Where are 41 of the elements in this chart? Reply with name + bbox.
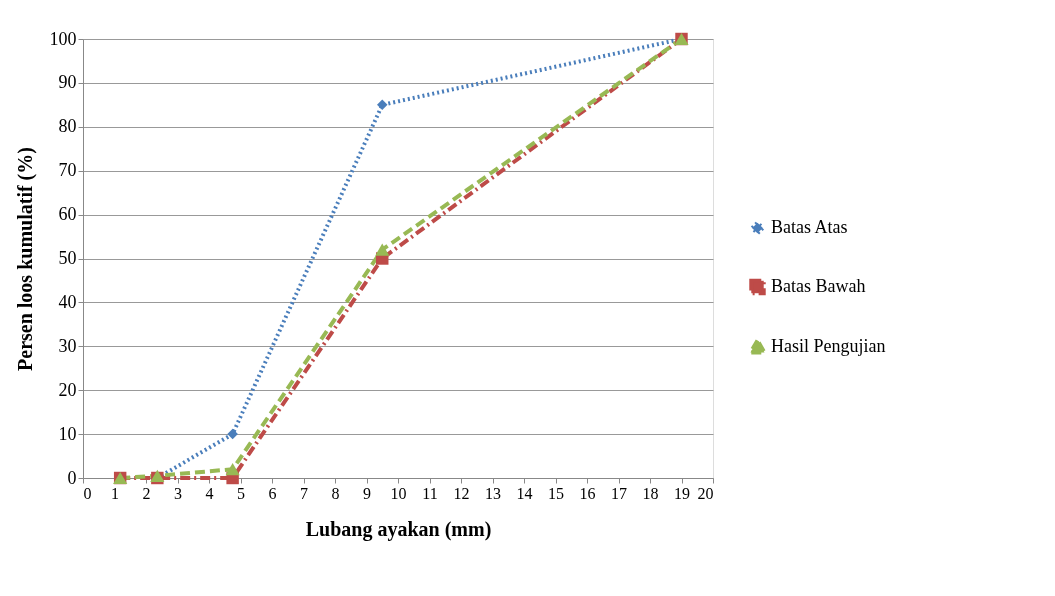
x-tick-label: 12 bbox=[453, 484, 470, 502]
x-tick-label: 14 bbox=[516, 484, 533, 502]
legend-label: Batas Bawah bbox=[771, 276, 866, 296]
y-tick-label: 10 bbox=[58, 423, 77, 444]
y-tick-label: 0 bbox=[67, 467, 77, 488]
point bbox=[377, 99, 388, 111]
x-tick-label: 18 bbox=[642, 484, 659, 502]
x-tick-label: 11 bbox=[422, 484, 438, 502]
x-tick-label: 2 bbox=[142, 484, 151, 502]
y-tick-label: 60 bbox=[58, 204, 77, 225]
x-tick-label: 19 bbox=[674, 484, 690, 502]
y-tick-label: 40 bbox=[58, 291, 77, 312]
x-tick-label: 5 bbox=[237, 484, 245, 502]
x-tick-label: 1 bbox=[111, 484, 119, 502]
x-tick-label: 15 bbox=[548, 484, 564, 502]
y-tick-label: 100 bbox=[49, 28, 77, 49]
x-tick-label: 7 bbox=[300, 484, 308, 502]
y-axis-title: Persen loos kumulatif (%) bbox=[13, 147, 37, 371]
x-tick-label: 8 bbox=[331, 484, 340, 502]
legend-label: Batas Atas bbox=[771, 217, 848, 237]
point bbox=[375, 243, 390, 256]
x-tick-label: 10 bbox=[390, 484, 407, 502]
y-tick-label: 70 bbox=[58, 160, 77, 181]
x-tick-label: 13 bbox=[485, 484, 501, 502]
x-tick-label: 17 bbox=[611, 484, 627, 502]
legend-label: Hasil Pengujian bbox=[771, 335, 886, 356]
x-tick-label: 3 bbox=[174, 484, 182, 502]
point bbox=[225, 463, 240, 476]
point bbox=[227, 428, 238, 440]
x-axis-title: Lubang ayakan (mm) bbox=[305, 517, 492, 541]
x-tick-label: 16 bbox=[579, 484, 596, 502]
x-tick-label: 0 bbox=[83, 484, 92, 502]
y-tick-label: 80 bbox=[58, 116, 77, 137]
y-tick-label: 30 bbox=[58, 335, 77, 356]
y-tick-label: 50 bbox=[58, 248, 77, 268]
y-tick-label: 90 bbox=[58, 72, 77, 93]
x-tick-label: 4 bbox=[205, 484, 214, 502]
x-tick-label: 6 bbox=[268, 484, 277, 502]
x-tick-label: 20 bbox=[697, 484, 714, 502]
y-tick-label: 20 bbox=[58, 379, 77, 400]
x-tick-label: 9 bbox=[363, 484, 371, 502]
